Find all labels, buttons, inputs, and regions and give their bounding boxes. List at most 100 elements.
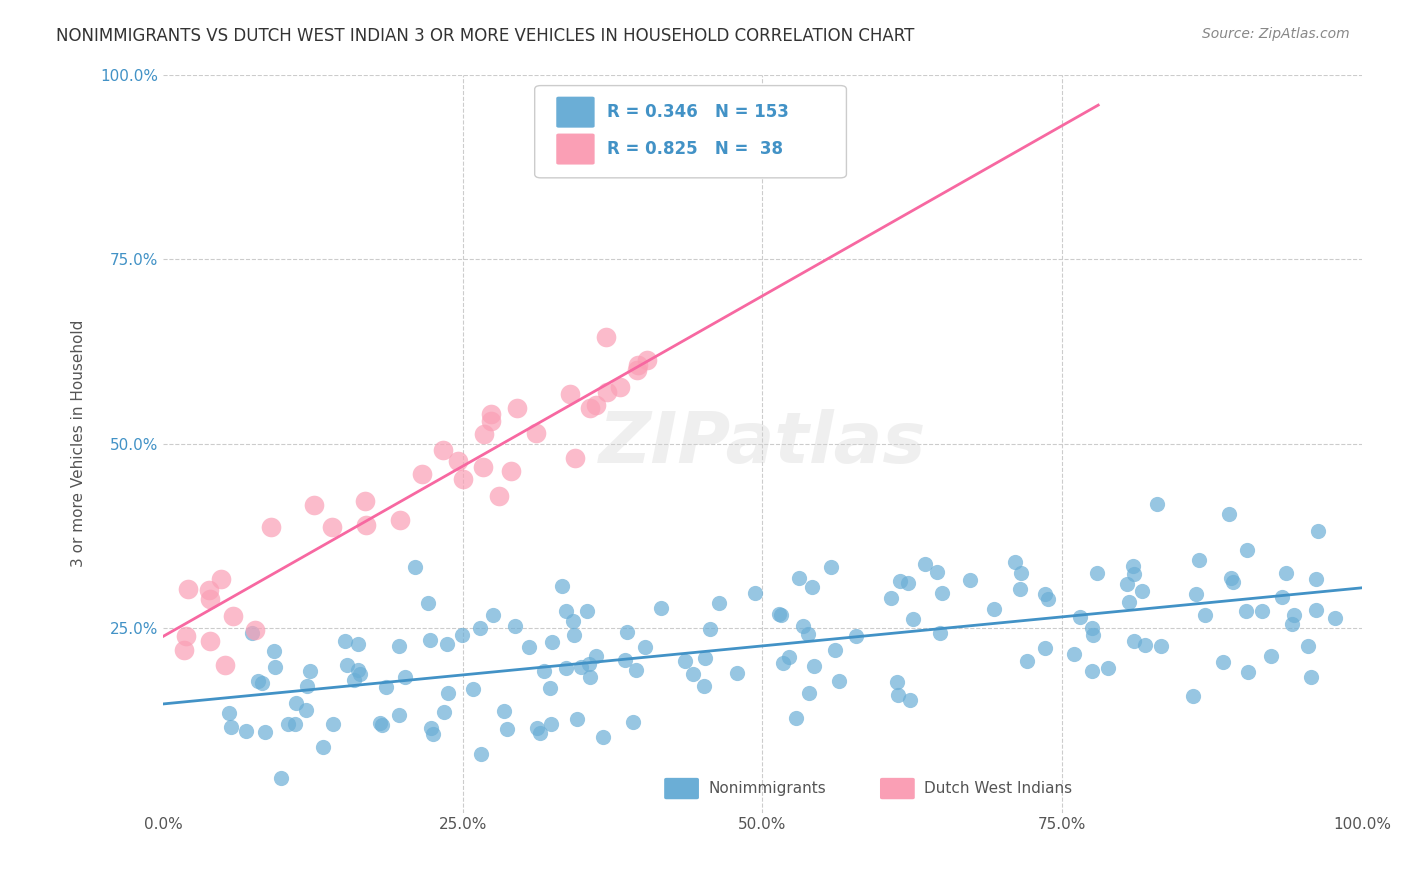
Point: [312, 739, 335, 754]
Point: [270, 771, 292, 785]
Point: [1150, 640, 1173, 654]
Point: [243, 623, 266, 637]
Point: [578, 670, 600, 684]
Point: [626, 363, 648, 377]
Point: [592, 730, 614, 744]
Point: [470, 747, 492, 761]
Point: [368, 715, 391, 730]
Point: [1130, 584, 1153, 599]
Point: [1081, 664, 1104, 678]
Point: [472, 427, 495, 442]
Point: [779, 649, 801, 664]
Point: [388, 708, 411, 723]
Point: [416, 596, 439, 610]
Point: [1274, 566, 1296, 581]
Point: [176, 629, 198, 643]
Point: [250, 676, 273, 690]
FancyBboxPatch shape: [880, 778, 915, 799]
Point: [1236, 542, 1258, 557]
Text: R = 0.825   N =  38: R = 0.825 N = 38: [606, 140, 783, 158]
Point: [595, 384, 617, 399]
Point: [1234, 604, 1257, 618]
Point: [564, 451, 586, 466]
Point: [463, 682, 485, 697]
FancyBboxPatch shape: [557, 96, 595, 128]
Point: [693, 679, 716, 693]
Point: [650, 600, 672, 615]
Point: [295, 703, 318, 717]
Point: [579, 401, 602, 415]
Point: [506, 401, 529, 416]
Point: [451, 628, 474, 642]
Point: [347, 663, 370, 677]
Point: [499, 465, 522, 479]
Point: [624, 664, 647, 678]
Point: [585, 398, 607, 412]
Point: [433, 705, 456, 719]
Point: [1036, 591, 1059, 606]
FancyBboxPatch shape: [557, 134, 595, 164]
Point: [1281, 616, 1303, 631]
Point: [889, 574, 911, 589]
Point: [218, 706, 240, 721]
Point: [1097, 660, 1119, 674]
Point: [803, 659, 825, 673]
Point: [295, 679, 318, 693]
Point: [578, 657, 600, 672]
Point: [354, 518, 377, 533]
Point: [682, 666, 704, 681]
Point: [1081, 622, 1104, 636]
Point: [432, 442, 454, 457]
Point: [247, 673, 270, 688]
Point: [482, 608, 505, 623]
Point: [336, 657, 359, 672]
Point: [1236, 665, 1258, 679]
Point: [627, 358, 650, 372]
Point: [284, 717, 307, 731]
Point: [541, 635, 564, 649]
Point: [1305, 572, 1327, 586]
Point: [1218, 507, 1240, 521]
Point: [844, 629, 866, 643]
Point: [792, 619, 814, 633]
Point: [333, 634, 356, 648]
Point: [1308, 524, 1330, 538]
Point: [1222, 575, 1244, 590]
Point: [1083, 628, 1105, 642]
Point: [524, 426, 547, 441]
Point: [558, 386, 581, 401]
Point: [614, 653, 637, 667]
Text: ZIPatlas: ZIPatlas: [599, 409, 927, 478]
Point: [285, 696, 308, 710]
Text: Source: ZipAtlas.com: Source: ZipAtlas.com: [1202, 27, 1350, 41]
Point: [616, 625, 638, 640]
Point: [371, 717, 394, 731]
Point: [526, 721, 548, 735]
Point: [785, 711, 807, 725]
Point: [209, 572, 232, 586]
Point: [388, 640, 411, 654]
Point: [1146, 497, 1168, 511]
Point: [436, 637, 458, 651]
Text: Dutch West Indians: Dutch West Indians: [924, 781, 1073, 797]
Point: [219, 720, 242, 734]
Point: [1212, 656, 1234, 670]
Point: [447, 454, 470, 468]
Point: [772, 656, 794, 670]
Point: [1284, 607, 1306, 622]
Point: [214, 658, 236, 673]
Point: [744, 586, 766, 600]
Point: [637, 353, 659, 368]
Point: [609, 380, 631, 394]
Point: [437, 686, 460, 700]
Point: [898, 693, 921, 707]
Point: [562, 628, 585, 642]
Point: [983, 602, 1005, 616]
Point: [770, 607, 793, 622]
Point: [797, 686, 820, 700]
Point: [901, 612, 924, 626]
Point: [1063, 648, 1085, 662]
Point: [796, 627, 818, 641]
Point: [1296, 639, 1319, 653]
Point: [1033, 641, 1056, 656]
